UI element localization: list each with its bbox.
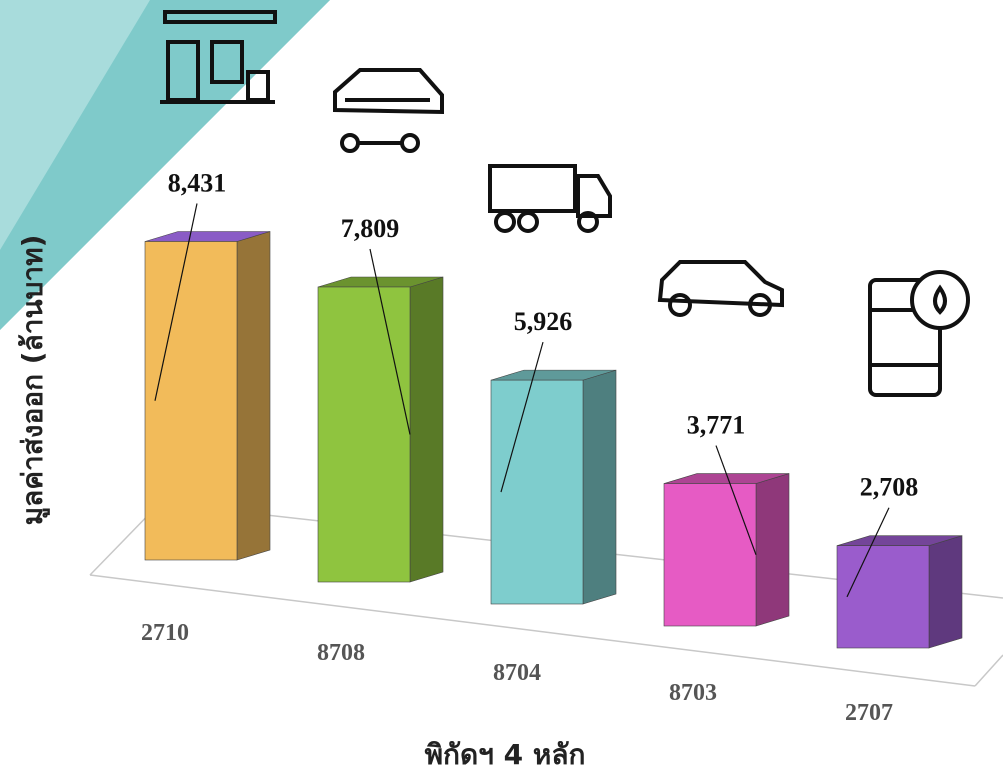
x-tick-label: 2707 [845, 700, 893, 726]
leader-line [369, 248, 411, 435]
icons [160, 10, 970, 397]
bar-front [317, 286, 411, 583]
bar [663, 473, 790, 627]
x-axis-title: พิกัดฯ 4 หลัก [425, 738, 586, 771]
bar-side [236, 231, 271, 561]
bar-side [582, 369, 617, 605]
leader-line [715, 445, 757, 555]
bar [490, 369, 617, 605]
leader-line [846, 507, 890, 598]
leader-line [154, 203, 198, 401]
data-label: 7,809 [341, 214, 400, 243]
x-tick-label: 8704 [493, 660, 541, 686]
bar-side [755, 473, 790, 627]
bar-front [144, 241, 238, 561]
x-tick-label: 8708 [317, 640, 365, 666]
y-axis-title: มูลค่าส่งออก (ล้านบาท) [16, 235, 50, 526]
bar-side [409, 276, 444, 583]
bar-side [928, 535, 963, 649]
data-label: 5,926 [514, 307, 573, 336]
data-label: 2,708 [860, 473, 919, 502]
bar-front [663, 483, 757, 627]
bar [836, 535, 963, 649]
x-tick-label: 8703 [669, 680, 717, 706]
data-label: 3,771 [687, 411, 746, 440]
x-tick-label: 2710 [141, 620, 189, 646]
bar [144, 231, 271, 561]
bar-front [490, 379, 584, 605]
data-label: 8,431 [168, 168, 227, 197]
leader-line [500, 341, 544, 493]
bar-front [836, 545, 930, 649]
bar [317, 276, 444, 583]
